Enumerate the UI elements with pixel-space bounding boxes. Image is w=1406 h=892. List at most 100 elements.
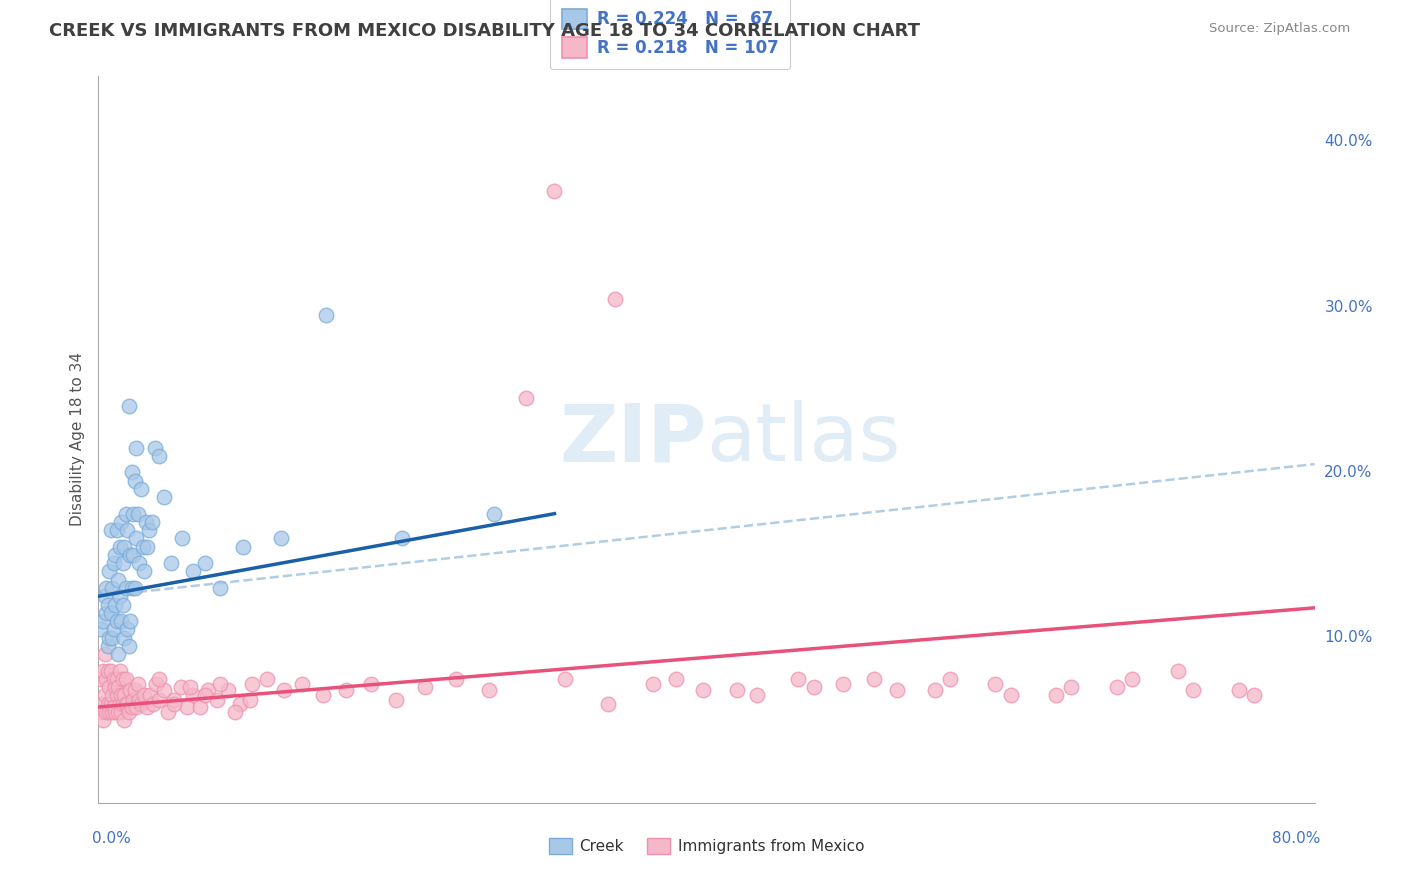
Point (125, 532, 148, 546)
Point (90, 623, 112, 637)
Point (1243, 689, 1265, 703)
Point (725, 683, 748, 698)
Point (124, 581, 146, 595)
Text: 80.0%: 80.0% (1272, 830, 1320, 846)
Point (112, 713, 135, 727)
Point (127, 507, 149, 521)
Point (120, 683, 142, 698)
Point (152, 490, 174, 504)
Text: 40.0%: 40.0% (1324, 135, 1372, 149)
Point (129, 697, 152, 711)
Point (105, 523, 128, 537)
Point (96, 598, 118, 612)
Point (112, 689, 135, 703)
Point (108, 540, 131, 554)
Point (643, 677, 665, 691)
Point (515, 391, 537, 405)
Point (110, 689, 132, 703)
Point (1000, 689, 1022, 703)
Point (103, 556, 125, 570)
Point (127, 677, 149, 691)
Point (100, 697, 122, 711)
Point (105, 672, 128, 686)
Point (120, 614, 142, 628)
Point (141, 515, 163, 529)
Point (209, 677, 232, 691)
Text: 30.0%: 30.0% (1324, 300, 1372, 315)
Point (108, 664, 131, 678)
Point (124, 474, 146, 488)
Point (94, 705, 117, 719)
Text: CREEK VS IMMIGRANTS FROM MEXICO DISABILITY AGE 18 TO 34 CORRELATION CHART: CREEK VS IMMIGRANTS FROM MEXICO DISABILI… (49, 22, 920, 40)
Point (107, 680, 129, 694)
Point (103, 700, 125, 714)
Point (160, 556, 183, 570)
Point (229, 697, 252, 711)
Point (98, 680, 121, 694)
Point (142, 697, 165, 711)
Point (104, 548, 127, 562)
Point (101, 689, 124, 703)
Point (138, 523, 160, 537)
Point (148, 672, 170, 686)
Point (132, 689, 155, 703)
Point (157, 705, 180, 719)
Point (1182, 683, 1205, 698)
Point (107, 647, 129, 661)
Point (188, 700, 211, 714)
Point (111, 697, 134, 711)
Point (385, 693, 408, 707)
Point (128, 556, 150, 570)
Point (136, 700, 159, 714)
Point (179, 680, 201, 694)
Point (122, 693, 145, 707)
Point (108, 697, 131, 711)
Point (112, 631, 135, 645)
Point (91, 664, 114, 678)
Point (101, 631, 124, 645)
Point (886, 683, 908, 698)
Point (129, 482, 152, 496)
Point (605, 292, 627, 306)
Point (121, 466, 143, 480)
Point (120, 548, 142, 562)
Point (163, 693, 186, 707)
Point (692, 683, 714, 698)
Point (104, 598, 127, 612)
Point (90, 697, 112, 711)
Point (335, 683, 357, 698)
Point (111, 598, 134, 612)
Point (939, 672, 962, 686)
Point (124, 683, 146, 698)
Point (100, 523, 122, 537)
Text: 0.0%: 0.0% (93, 830, 131, 846)
Point (101, 705, 124, 719)
Y-axis label: Disability Age 18 to 34: Disability Age 18 to 34 (69, 352, 84, 526)
Point (118, 399, 141, 413)
Point (984, 677, 1007, 691)
Point (224, 705, 246, 719)
Point (91, 614, 114, 628)
Point (110, 705, 132, 719)
Point (121, 700, 143, 714)
Point (239, 693, 262, 707)
Point (118, 705, 141, 719)
Point (110, 614, 132, 628)
Point (170, 532, 193, 546)
Point (117, 697, 139, 711)
Point (596, 697, 619, 711)
Point (100, 606, 122, 620)
Point (181, 565, 204, 579)
Point (482, 507, 505, 521)
Point (136, 540, 159, 554)
Point (240, 677, 263, 691)
Point (114, 507, 136, 521)
Point (169, 680, 191, 694)
Point (98, 705, 121, 719)
Point (1045, 689, 1067, 703)
Point (94, 581, 117, 595)
Point (148, 449, 170, 463)
Point (478, 683, 501, 698)
Point (176, 700, 198, 714)
Point (217, 683, 239, 698)
